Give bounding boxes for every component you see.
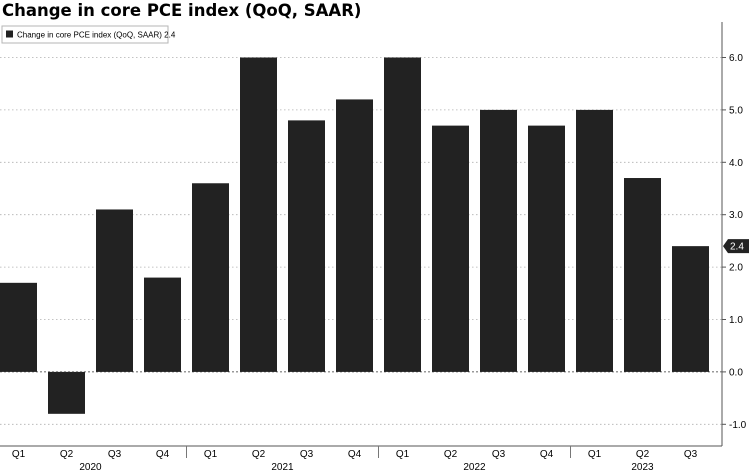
bar <box>0 282 37 372</box>
bar <box>528 125 565 372</box>
x-tick-label: Q3 <box>108 449 122 460</box>
x-tick-label: Q1 <box>396 449 410 460</box>
bar <box>240 57 277 372</box>
x-tick-label: Q2 <box>444 449 458 460</box>
x-tick-label: Q1 <box>588 449 602 460</box>
bar <box>48 371 85 414</box>
bar <box>384 57 421 372</box>
legend-swatch <box>6 30 13 38</box>
y-tick-label: 5.0 <box>729 105 743 116</box>
year-label: 2021 <box>271 462 294 472</box>
legend: Change in core PCE index (QoQ, SAAR) 2.4 <box>1 25 176 44</box>
bar <box>144 277 181 372</box>
last-value-label: 2.4 <box>730 242 744 253</box>
bars <box>0 57 709 414</box>
x-tick-label: Q3 <box>684 449 698 460</box>
y-tick-label: -1.0 <box>729 420 747 431</box>
y-tick-label: 4.0 <box>729 158 743 169</box>
last-value-tag <box>723 239 749 254</box>
year-label: 2020 <box>79 462 102 472</box>
y-tick-label: 1.0 <box>729 315 743 326</box>
x-tick-label: Q2 <box>252 449 266 460</box>
x-tick-label: Q4 <box>540 449 554 460</box>
legend-label: Change in core PCE index (QoQ, SAAR) 2.4 <box>17 31 176 40</box>
bar <box>288 120 325 372</box>
y-axis-labels: -1.0 0.0 1.0 2.0 3.0 4.0 5.0 6.0 <box>729 53 747 431</box>
x-tick-label: Q1 <box>204 449 218 460</box>
x-tick-label: Q3 <box>492 449 506 460</box>
x-tick-label: Q3 <box>300 449 314 460</box>
x-tick-label: Q2 <box>60 449 74 460</box>
x-tick-label: Q4 <box>156 449 170 460</box>
y-tick-label: 2.0 <box>729 263 743 274</box>
y-tick-label: 3.0 <box>729 210 743 221</box>
x-tick-label: Q2 <box>636 449 650 460</box>
bar <box>432 125 469 372</box>
x-tick-label: Q1 <box>12 449 26 460</box>
legend-box <box>1 25 169 44</box>
bar <box>96 209 133 372</box>
x-axis-labels: Q1 Q2 Q3 Q4 Q1 Q2 Q3 Q4 Q1 Q2 Q3 Q4 Q1 Q2 Q3 2020 2021 20… <box>12 449 698 472</box>
bar <box>192 183 229 372</box>
y-tick-label: 6.0 <box>729 53 743 64</box>
year-label: 2023 <box>631 462 654 472</box>
last-value-marker: 2.4 <box>723 239 749 254</box>
chart-title: Change in core PCE index (QoQ, SAAR) <box>2 1 362 20</box>
bar <box>576 109 613 372</box>
axes <box>0 22 726 458</box>
y-tick-label: 0.0 <box>729 367 743 378</box>
year-label: 2022 <box>463 462 486 472</box>
bar <box>480 109 517 372</box>
x-tick-label: Q4 <box>348 449 362 460</box>
bar <box>336 99 373 372</box>
bar <box>624 178 661 372</box>
bar <box>672 246 709 372</box>
